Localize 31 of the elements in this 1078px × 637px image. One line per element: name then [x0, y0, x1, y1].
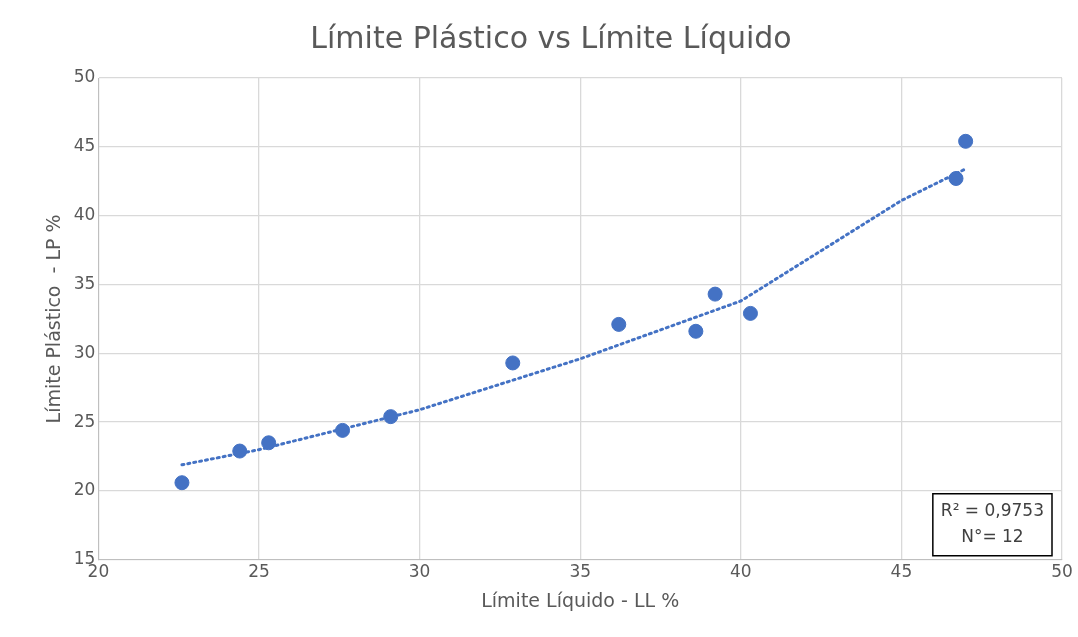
x-axis-title: Límite Líquido - LL %: [481, 588, 680, 611]
x-tick-label: 30: [408, 561, 431, 582]
annotation: N°= 12: [961, 526, 1024, 547]
x-tick-label: 50: [1051, 561, 1073, 582]
y-tick-label: 30: [73, 341, 96, 362]
x-tick-label: 45: [890, 561, 913, 582]
point: [611, 316, 627, 332]
x-tick-label: 35: [569, 561, 592, 582]
point: [742, 305, 758, 321]
chart-title: Límite Plástico vs Límite Líquido: [310, 19, 792, 55]
point: [948, 170, 964, 186]
line-series: [180, 167, 968, 467]
y-tick-label: 40: [73, 204, 96, 225]
x-tick-label: 40: [729, 561, 752, 582]
point: [232, 443, 248, 459]
point: [505, 355, 521, 371]
y-axis-title: Límite Plástico - LP %: [42, 214, 65, 424]
point: [383, 409, 399, 425]
point: [335, 422, 351, 438]
point: [688, 323, 704, 339]
y-tick-label: 45: [73, 135, 96, 156]
point: [958, 133, 974, 149]
y-tick-label: 25: [73, 410, 96, 431]
annotation: R² = 0,9753: [940, 500, 1044, 521]
y-tick-label: 20: [73, 479, 96, 500]
y-tick-label: 50: [73, 66, 96, 87]
point: [261, 435, 277, 451]
y-tick-label: 35: [73, 272, 96, 293]
x-tick-label: 25: [248, 561, 270, 582]
point: [707, 286, 723, 302]
point: [174, 475, 190, 491]
